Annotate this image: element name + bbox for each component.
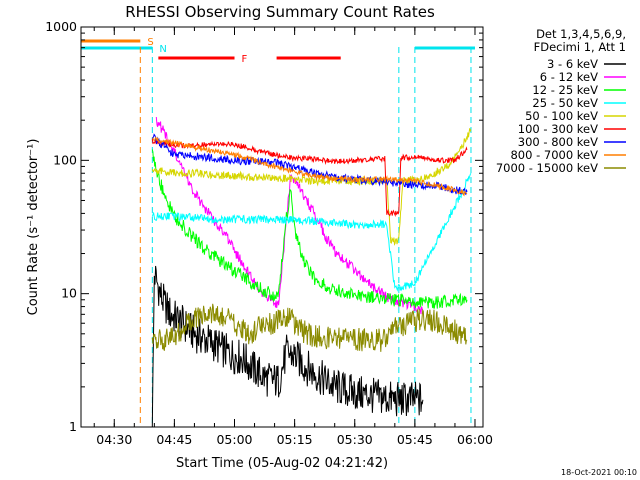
legend-label: 7000 - 15000 keV (496, 161, 598, 175)
legend-header-line: Det 1,3,4,5,6,9, (536, 27, 626, 41)
series-line-7 (152, 136, 468, 197)
x-tick-label: 05:45 (397, 432, 433, 447)
series-line-6 (151, 133, 468, 196)
legend-label: 800 - 7000 keV (510, 148, 598, 162)
flag-label-s: S (147, 37, 153, 48)
generation-timestamp: 18-Oct-2021 00:10 (561, 468, 637, 477)
series-line-5 (151, 138, 468, 218)
legend: Det 1,3,4,5,6,9,FDecimi 1, Att 1 3 - 6 ke… (496, 27, 626, 175)
legend-header-line: FDecimi 1, Att 1 (534, 40, 626, 54)
y-tick-label: 10 (61, 286, 77, 301)
flag-label-f: F (242, 54, 248, 65)
y-tick-label: 1 (69, 419, 77, 434)
y-tick-label: 100 (53, 152, 77, 167)
series-line-8 (151, 303, 468, 352)
series-line-3 (151, 173, 472, 292)
chart-title: RHESSI Observing Summary Count Rates (125, 3, 435, 21)
plot-frame (80, 26, 484, 428)
legend-label: 25 - 50 keV (532, 96, 598, 110)
y-tick-label: 1000 (45, 19, 77, 34)
legend-label: 300 - 800 keV (518, 135, 598, 149)
legend-label: 50 - 100 keV (525, 109, 598, 123)
flag-label-n: N (159, 44, 166, 55)
legend-label: 3 - 6 keV (547, 57, 598, 71)
x-tick-label: 05:30 (337, 432, 373, 447)
x-tick-label: 04:30 (96, 432, 132, 447)
x-tick-label: 05:00 (216, 432, 252, 447)
x-tick-label: 04:45 (156, 432, 192, 447)
x-tick-label: 05:15 (277, 432, 313, 447)
series-line-0 (151, 265, 424, 428)
x-axis-label: Start Time (05-Aug-02 04:21:42) (176, 456, 388, 471)
x-tick-label: 06:00 (457, 432, 493, 447)
series-line-2 (151, 149, 468, 309)
legend-label: 12 - 25 keV (532, 83, 598, 97)
legend-label: 6 - 12 keV (540, 70, 598, 84)
legend-label: 100 - 300 keV (518, 122, 598, 136)
y-axis-label: Count Rate (s⁻¹ detector⁻¹) (26, 139, 41, 316)
